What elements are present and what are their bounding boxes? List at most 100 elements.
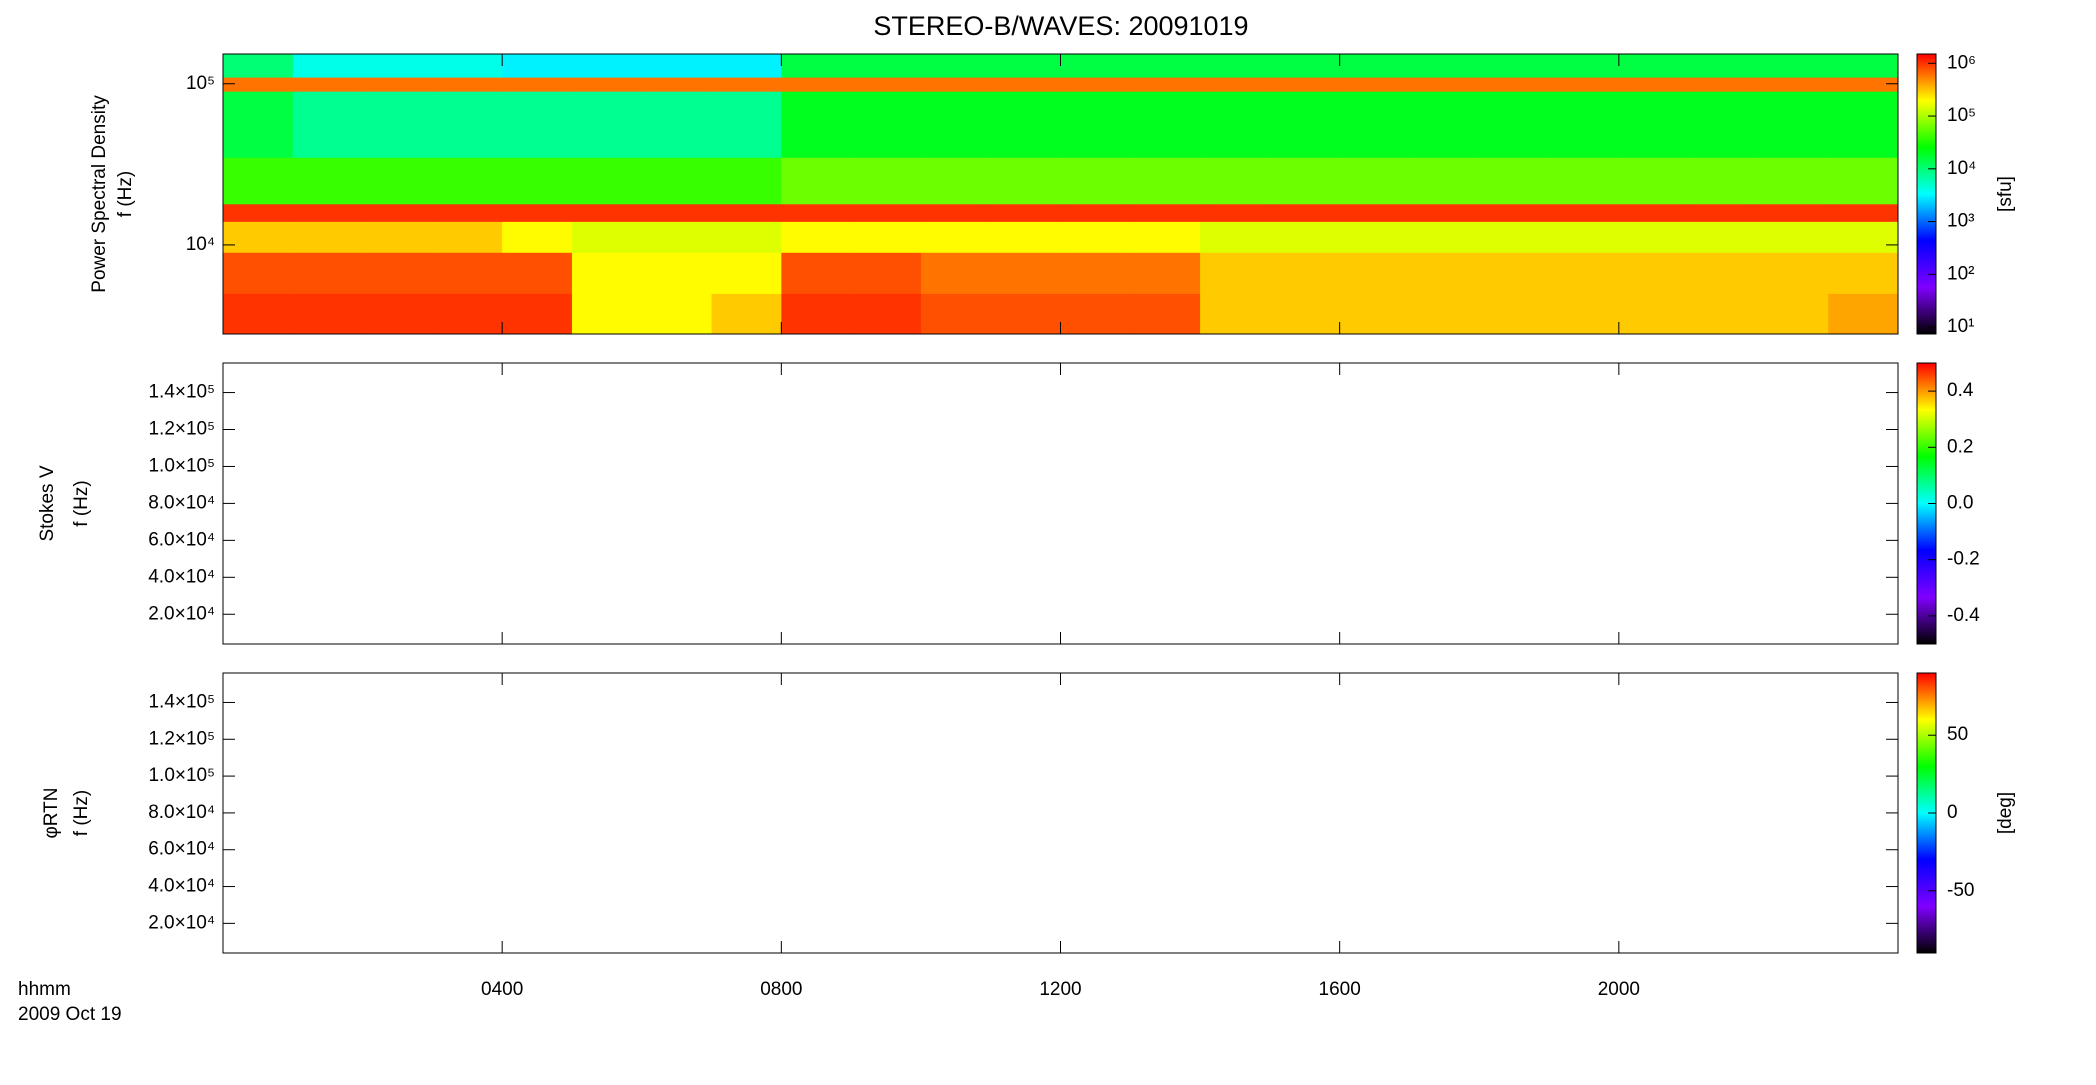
- heatmap-cell: [292, 157, 364, 205]
- heatmap-cell: [641, 77, 713, 92]
- heatmap-cell: [1479, 221, 1550, 253]
- colorbar-tick-label: -0.2: [1947, 549, 1980, 570]
- heatmap-cell: [1130, 293, 1201, 335]
- heatmap-cell: [571, 203, 643, 222]
- heatmap-cell: [1339, 157, 1410, 205]
- heatmap-cell: [1618, 252, 1690, 294]
- heatmap-cell: [851, 77, 922, 92]
- colorbar-label: [sfu]: [1995, 176, 2016, 212]
- heatmap-cell: [1339, 252, 1410, 294]
- heatmap-cell: [223, 54, 294, 78]
- heatmap-cell: [502, 293, 573, 335]
- heatmap-cell: [920, 54, 992, 78]
- y-axis-label: f (Hz): [71, 480, 92, 526]
- x-tick-label: 1200: [1039, 979, 1081, 1000]
- heatmap-cell: [1758, 54, 1829, 78]
- heatmap-cell: [362, 252, 433, 294]
- colorbar-tick-label: 0.4: [1947, 380, 1974, 401]
- heatmap-cell: [1200, 293, 1271, 335]
- heatmap-cell: [641, 293, 713, 335]
- x-axis-label: hhmm: [18, 979, 71, 1000]
- heatmap-cell: [990, 157, 1061, 205]
- heatmap-cell: [292, 77, 364, 92]
- heatmap-cell: [1060, 293, 1131, 335]
- heatmap-cell: [711, 293, 782, 335]
- heatmap-cell: [1200, 252, 1271, 294]
- heatmap-cell: [1688, 221, 1759, 253]
- heatmap-cell: [1060, 157, 1131, 205]
- heatmap-cell: [781, 157, 852, 205]
- heatmap-cell: [362, 157, 433, 205]
- heatmap-cell: [1060, 77, 1131, 92]
- heatmap-cell: [1688, 157, 1759, 205]
- heatmap-cell: [571, 157, 643, 205]
- heatmap-cell: [1479, 54, 1550, 78]
- y-tick-label: 10⁴: [186, 234, 215, 255]
- heatmap-cell: [1688, 54, 1759, 78]
- heatmap-cell: [920, 221, 992, 253]
- y-tick-label: 2.0×10⁴: [148, 912, 215, 933]
- heatmap-cell: [1549, 77, 1620, 92]
- heatmap-cell: [851, 54, 922, 78]
- colorbar-tick-label: -0.4: [1947, 605, 1980, 626]
- y-tick-label: 4.0×10⁴: [148, 876, 215, 897]
- heatmap-cell: [502, 54, 573, 78]
- heatmap-cell: [223, 293, 294, 335]
- heatmap-cell: [1409, 157, 1480, 205]
- heatmap-cell: [1200, 221, 1271, 253]
- heatmap-cell: [502, 157, 573, 205]
- heatmap-cell: [781, 221, 852, 253]
- heatmap-cell: [1549, 252, 1620, 294]
- x-tick-label: 1600: [1319, 979, 1361, 1000]
- heatmap-cell: [851, 157, 922, 205]
- heatmap-cell: [1618, 203, 1690, 222]
- heatmap-cell: [1130, 54, 1201, 78]
- heatmap-cell: [502, 203, 573, 222]
- heatmap-cell: [990, 252, 1061, 294]
- heatmap-cell: [1200, 77, 1271, 92]
- heatmap-cell: [641, 252, 713, 294]
- heatmap-cell: [362, 293, 433, 335]
- colorbar-tick-label: 0: [1947, 802, 1958, 823]
- heatmap-cell: [432, 203, 503, 222]
- heatmap-cell: [1269, 157, 1341, 205]
- heatmap-cell: [1409, 252, 1480, 294]
- heatmap-cell: [781, 293, 852, 335]
- heatmap-cell: [292, 252, 364, 294]
- y-axis-label: f (Hz): [71, 790, 92, 836]
- heatmap-cell: [1200, 203, 1271, 222]
- y-tick-label: 1.2×10⁵: [148, 728, 215, 749]
- heatmap-cell: [641, 157, 713, 205]
- heatmap-cell: [1549, 221, 1620, 253]
- y-tick-label: 10⁵: [186, 73, 215, 94]
- heatmap-cell: [1758, 91, 1829, 158]
- heatmap-cell: [292, 221, 364, 253]
- heatmap-cell: [502, 77, 573, 92]
- heatmap-cell: [571, 252, 643, 294]
- heatmap-cell: [990, 77, 1061, 92]
- heatmap-cell: [223, 157, 294, 205]
- heatmap-cell: [990, 293, 1061, 335]
- heatmap-cell: [1130, 203, 1201, 222]
- heatmap-cell: [362, 221, 433, 253]
- heatmap-cell: [1200, 91, 1271, 158]
- heatmap-cell: [990, 203, 1061, 222]
- heatmap-cell: [1479, 91, 1550, 158]
- heatmap-cell: [851, 221, 922, 253]
- heatmap-cell: [432, 221, 503, 253]
- heatmap-cell: [1060, 91, 1131, 158]
- heatmap-cell: [1828, 54, 1899, 78]
- heatmap-cell: [362, 54, 433, 78]
- heatmap-cell: [571, 77, 643, 92]
- y-tick-label: 6.0×10⁴: [148, 529, 215, 550]
- heatmap-cell: [1339, 77, 1410, 92]
- heatmap-cell: [1758, 157, 1829, 205]
- heatmap-cell: [990, 91, 1061, 158]
- x-tick-label: 0400: [481, 979, 523, 1000]
- heatmap-cell: [990, 54, 1061, 78]
- heatmap-cell: [1269, 77, 1341, 92]
- y-axis-label: Stokes V: [37, 465, 58, 541]
- heatmap-cell: [1200, 157, 1271, 205]
